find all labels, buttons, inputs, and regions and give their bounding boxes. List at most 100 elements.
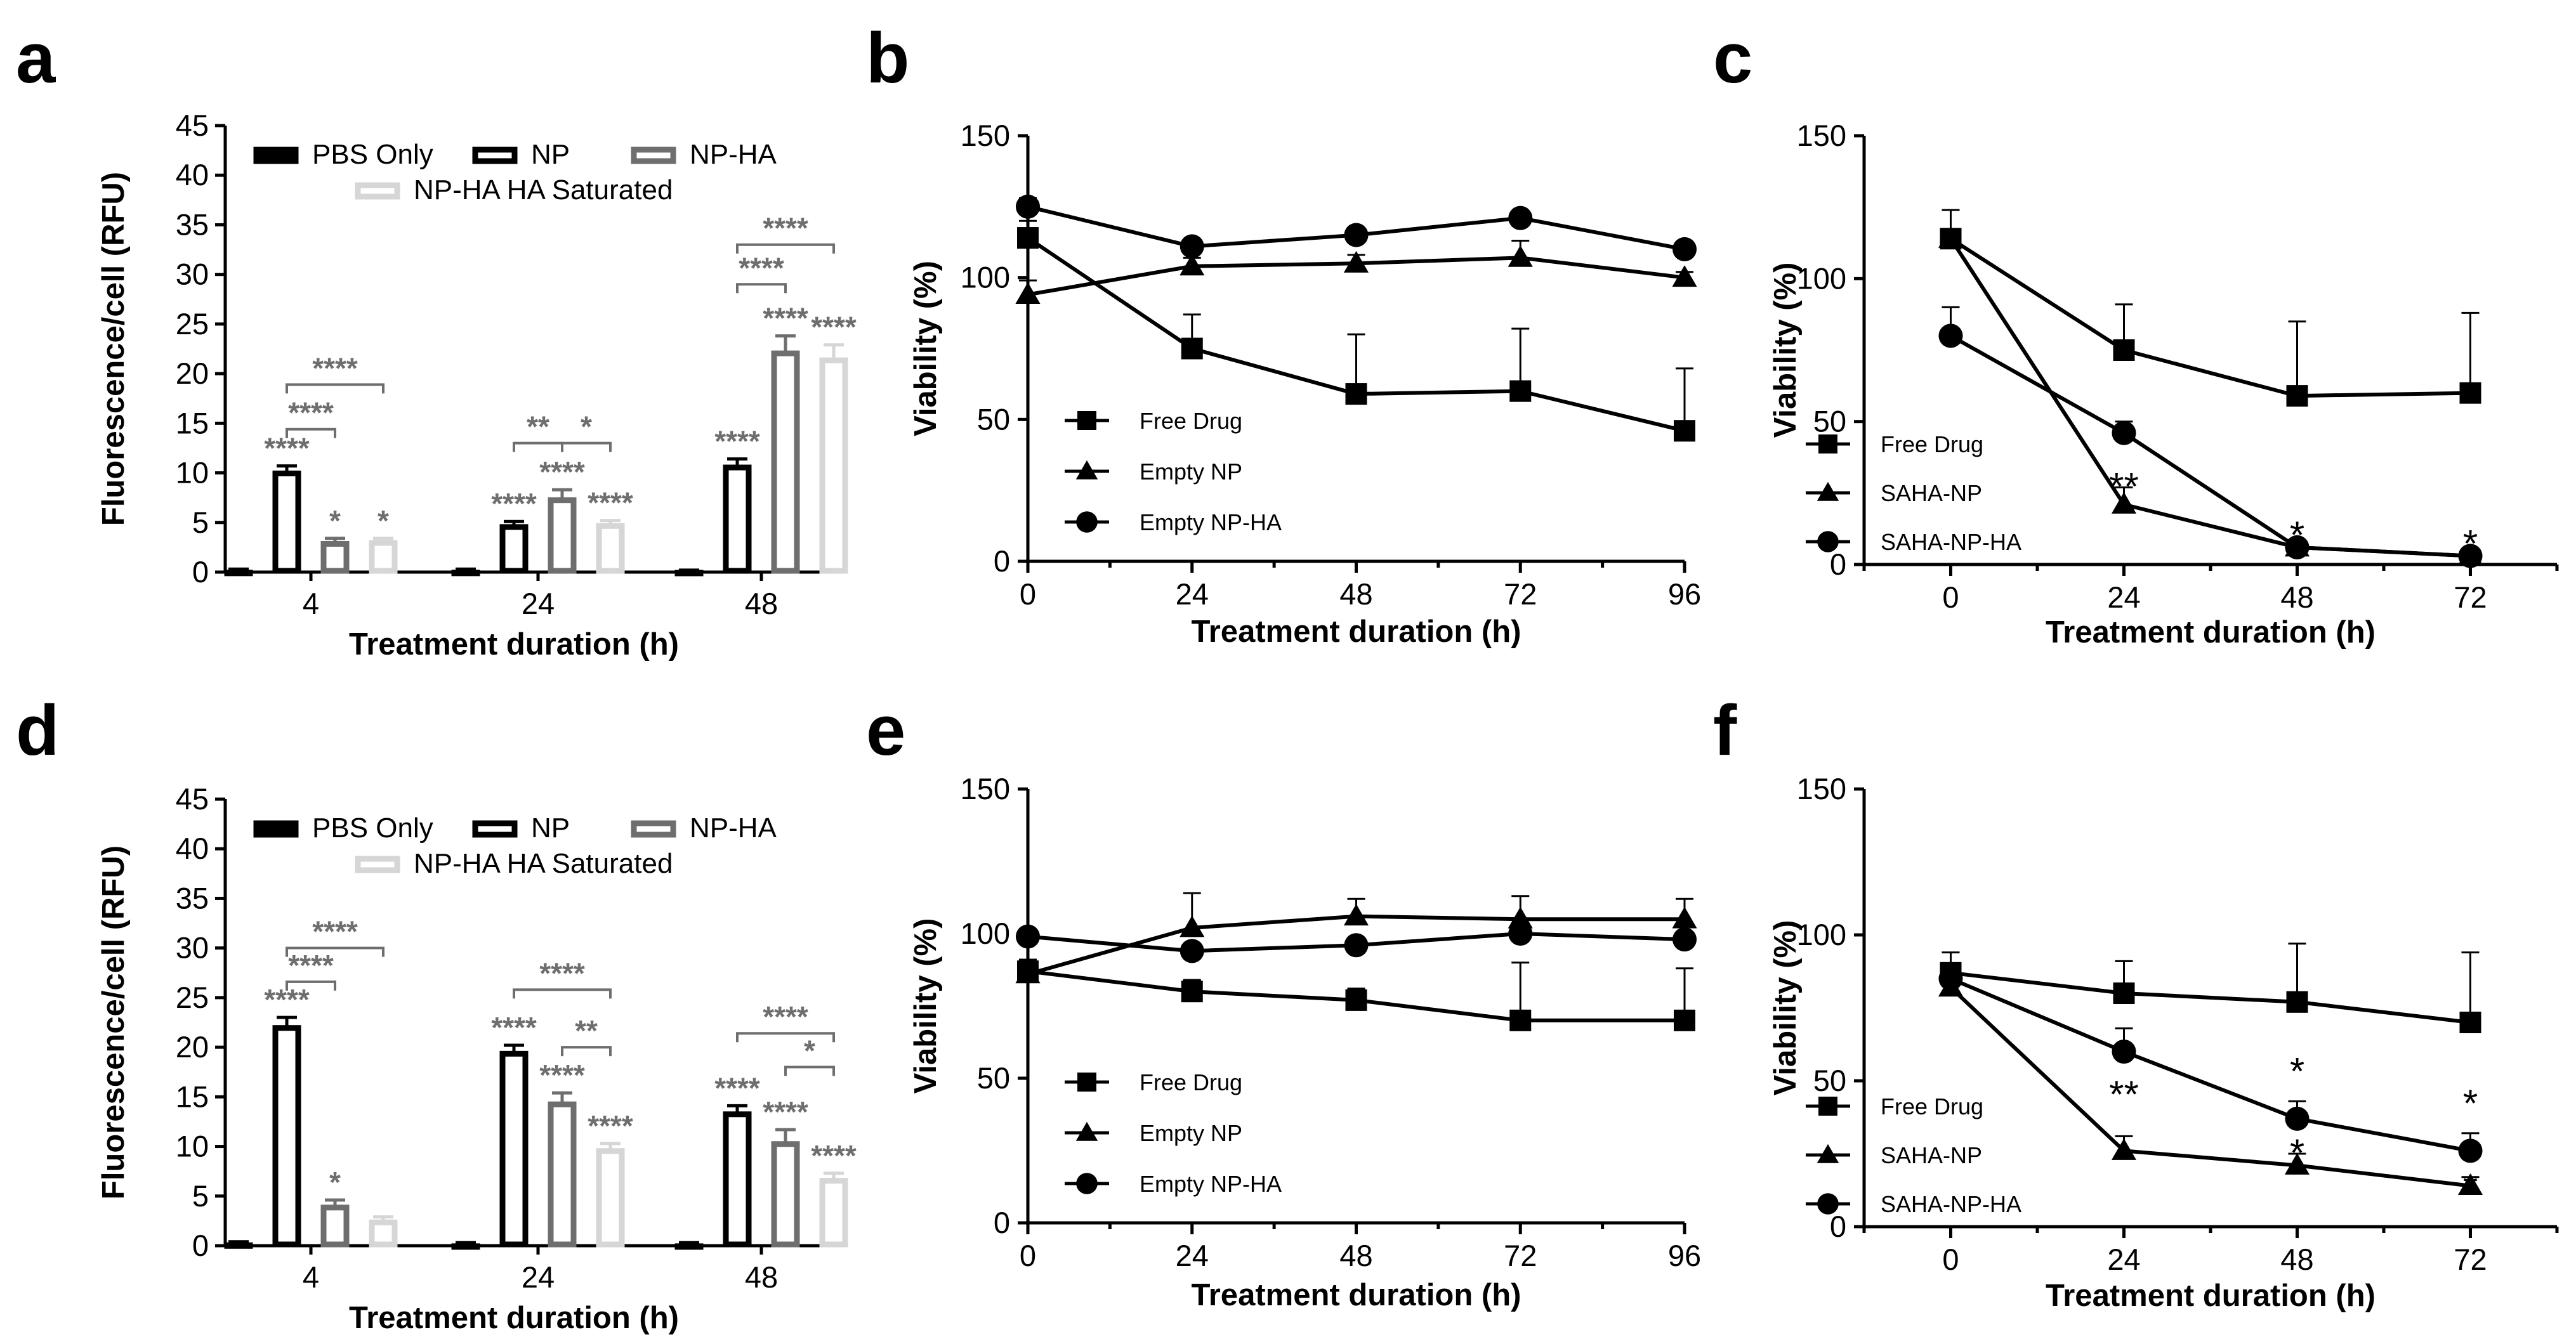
data-point-b-empty-np-ha xyxy=(1344,223,1369,247)
y-axis-label-a: Fluorescence/cell (RFU) xyxy=(96,172,131,526)
y-tick-label-c: 0 xyxy=(1830,547,1846,581)
legend-swatch-a xyxy=(355,182,400,200)
data-point-f-saha-np-ha xyxy=(2112,1039,2136,1064)
legend-marker-f xyxy=(1818,1097,1837,1116)
data-point-c-saha-np xyxy=(2111,492,2137,514)
bracket-label-a: **** xyxy=(312,351,358,384)
x-tick-label-e: 72 xyxy=(1504,1239,1537,1272)
legend-label-a: NP-HA xyxy=(690,139,777,170)
legend-swatch-d xyxy=(355,856,400,873)
significance-star-f: * xyxy=(2463,1082,2478,1125)
legend-marker-f xyxy=(1817,1144,1839,1163)
y-tick-label-d: 40 xyxy=(176,832,209,865)
data-point-b-empty-np-ha xyxy=(1672,237,1697,261)
x-tick-label-a: 48 xyxy=(745,587,778,620)
legend-label-e: Empty NP-HA xyxy=(1140,1171,1282,1197)
x-tick-label-e: 96 xyxy=(1668,1239,1701,1272)
y-tick-label-d: 20 xyxy=(176,1030,209,1064)
x-tick-label-e: 48 xyxy=(1339,1239,1372,1272)
legend-label-c: SAHA-NP-HA xyxy=(1881,529,2021,555)
significance-bracket-d xyxy=(561,1046,612,1057)
y-axis-label-f: Viability (%) xyxy=(1768,920,1803,1096)
x-axis-label-b: Treatment duration (h) xyxy=(1192,615,1521,649)
significance-bracket-d xyxy=(784,1066,835,1076)
data-point-f-saha-np-ha xyxy=(2458,1138,2483,1163)
bar-d-np-ha-ha-saturated xyxy=(369,1219,398,1248)
bracket-label-d: **** xyxy=(288,949,334,982)
significance-star-f: * xyxy=(2463,1166,2478,1209)
x-tick-label-b: 0 xyxy=(1020,577,1036,611)
y-tick-label-c: 150 xyxy=(1797,119,1846,152)
y-tick-label-a: 25 xyxy=(176,307,209,341)
y-tick-label-e: 50 xyxy=(977,1061,1010,1095)
x-tick-label-b: 24 xyxy=(1176,577,1209,611)
significance-star-f: * xyxy=(2290,1050,2304,1092)
data-point-b-empty-np xyxy=(1180,254,1205,276)
y-tick-label-c: 100 xyxy=(1797,261,1846,295)
y-tick-label-d: 45 xyxy=(176,782,209,816)
bar-d-np-ha xyxy=(771,1141,800,1248)
y-tick-label-a: 5 xyxy=(192,506,209,539)
bracket-label-a: **** xyxy=(288,396,334,429)
legend-marker-b xyxy=(1076,511,1098,533)
data-point-c-free-drug xyxy=(2459,382,2481,404)
y-tick-label-b: 150 xyxy=(961,119,1010,152)
y-tick-label-f: 50 xyxy=(1813,1064,1846,1097)
data-point-f-free-drug xyxy=(2459,1012,2481,1033)
y-tick-label-b: 100 xyxy=(961,261,1010,294)
y-axis-label-c: Viability (%) xyxy=(1768,263,1803,438)
legend-marker-c xyxy=(1818,434,1837,453)
bar-d-pbs-only xyxy=(674,1243,704,1250)
legend-marker-e xyxy=(1075,1121,1098,1141)
significance-label-a: **** xyxy=(714,425,760,458)
data-point-c-saha-np xyxy=(1938,226,1964,248)
x-tick-label-c: 24 xyxy=(2107,580,2140,614)
x-tick-label-e: 24 xyxy=(1176,1239,1209,1272)
data-point-e-empty-np-ha xyxy=(1508,921,1533,946)
y-tick-label-a: 15 xyxy=(176,406,209,440)
x-tick-label-d: 24 xyxy=(522,1260,555,1294)
data-point-c-free-drug xyxy=(2113,339,2135,361)
series-line-c-free-drug xyxy=(1949,237,2471,398)
significance-label-d: **** xyxy=(714,1071,760,1104)
bar-d-np xyxy=(499,1050,529,1248)
bar-d-np-ha xyxy=(548,1101,577,1248)
series-line-c-saha-np-ha xyxy=(1950,334,2471,558)
data-point-b-empty-np xyxy=(1015,282,1041,304)
data-point-e-free-drug xyxy=(1345,989,1367,1011)
bracket-label-d: **** xyxy=(539,956,585,989)
y-tick-label-a: 10 xyxy=(176,456,209,490)
significance-star-f: * xyxy=(2290,1132,2304,1174)
x-tick-label-b: 48 xyxy=(1339,577,1372,611)
legend-swatch-d xyxy=(253,820,299,838)
bar-a-np-ha-ha-saturated xyxy=(819,357,848,574)
x-tick-label-f: 0 xyxy=(1942,1243,1959,1276)
x-tick-label-f: 24 xyxy=(2107,1243,2140,1276)
significance-star-c: * xyxy=(2463,522,2478,564)
x-axis-label-c: Treatment duration (h) xyxy=(2046,615,2376,649)
data-point-b-empty-np-ha xyxy=(1180,234,1204,259)
data-point-b-free-drug xyxy=(1345,383,1367,405)
data-point-f-saha-np-ha xyxy=(1938,966,1963,991)
bar-d-np-ha-ha-saturated xyxy=(596,1148,625,1248)
bar-d-np-ha xyxy=(320,1204,350,1248)
legend-swatch-a xyxy=(253,147,299,164)
data-point-c-saha-np-ha xyxy=(2458,544,2483,568)
y-tick-label-d: 0 xyxy=(192,1229,209,1262)
significance-label-a: **** xyxy=(763,302,808,335)
data-point-f-saha-np xyxy=(2111,1138,2137,1160)
legend-marker-b xyxy=(1077,411,1096,430)
legend-label-f: Free Drug xyxy=(1881,1093,1983,1119)
series-line-c-saha-np xyxy=(1948,237,2471,558)
x-tick-label-a: 24 xyxy=(522,587,555,620)
significance-label-a: * xyxy=(329,504,341,537)
data-point-c-saha-np-ha xyxy=(2285,535,2310,560)
y-tick-label-f: 0 xyxy=(1830,1210,1846,1243)
y-tick-label-a: 30 xyxy=(176,258,209,291)
legend-label-c: SAHA-NP xyxy=(1881,480,1982,506)
data-point-e-empty-np-ha xyxy=(1344,933,1369,958)
legend-label-d: NP-HA HA Saturated xyxy=(414,848,673,879)
y-tick-label-a: 20 xyxy=(176,356,209,390)
data-point-b-free-drug xyxy=(1017,227,1039,249)
y-tick-label-d: 15 xyxy=(176,1080,209,1113)
